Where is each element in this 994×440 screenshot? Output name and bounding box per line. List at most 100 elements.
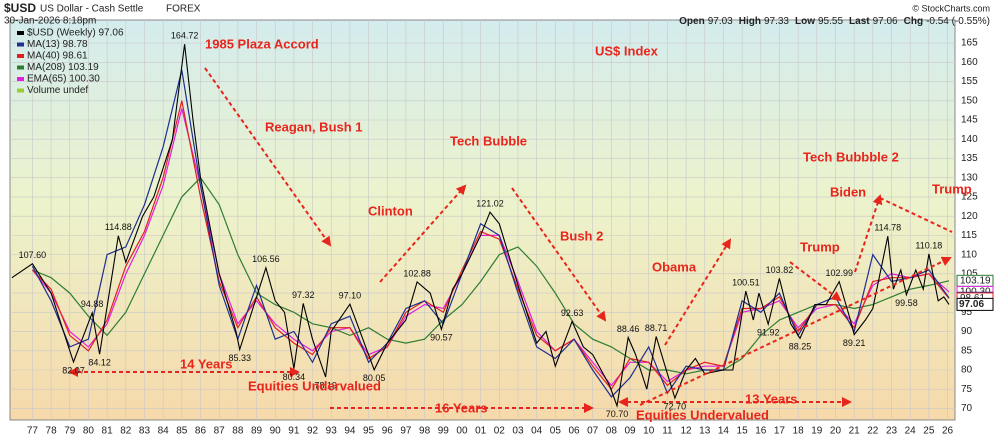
x-tick-label: 90	[270, 426, 282, 437]
x-tick-label: 10	[643, 426, 655, 437]
arrow	[789, 261, 842, 302]
y-tick-label: 105	[961, 268, 978, 279]
point-label: 121.02	[476, 199, 504, 209]
point-label: 100.51	[732, 277, 760, 287]
arrows	[68, 67, 953, 413]
x-tick-label: 23	[886, 426, 898, 437]
plot-area	[9, 19, 956, 421]
quote-value: 97.06	[873, 16, 898, 27]
x-tick-label: 21	[849, 426, 861, 437]
x-tick-label: 19	[811, 426, 823, 437]
y-tick-label: 95	[961, 307, 973, 318]
quote-label: High	[739, 16, 761, 27]
x-tick-label: 94	[344, 426, 356, 437]
point-label: 106.56	[252, 254, 280, 264]
copyright: © StockCharts.com	[912, 3, 990, 13]
x-tick-label: 82	[120, 426, 132, 437]
quote-value: 97.33	[764, 16, 789, 27]
y-tick-label: 140	[961, 134, 978, 145]
point-label: 114.78	[874, 223, 901, 233]
y-tick-label: 145	[961, 115, 978, 126]
y-tick-label: 160	[961, 57, 978, 68]
quote-value: 95.55	[818, 16, 843, 27]
legend-swatch	[17, 77, 24, 81]
annotation: Equities Undervalued	[636, 407, 769, 422]
x-tick-label: 85	[176, 426, 188, 437]
annotation: Tech Bubbble 2	[803, 149, 899, 164]
annotation: Obama	[652, 259, 697, 274]
y-tick-label: 75	[961, 384, 973, 395]
x-tick-label: 06	[568, 426, 580, 437]
arrow	[854, 194, 883, 273]
point-label: 78.19	[314, 380, 337, 390]
x-tick-label: 77	[27, 426, 39, 437]
point-label: 110.18	[915, 240, 942, 250]
x-tick-label: 18	[793, 426, 805, 437]
annotation: Clinton	[368, 203, 413, 218]
arrow	[204, 67, 332, 247]
legend-swatch	[17, 31, 24, 35]
point-label: 102.99	[825, 268, 853, 278]
point-label: 88.46	[617, 324, 640, 334]
annotation: 13 Years	[745, 391, 798, 406]
quote: Open 97.03 High 97.33 Low 95.55 Last 97.06 Chg -0…	[679, 16, 990, 27]
end-tag	[956, 297, 994, 311]
quote-label: Last	[849, 16, 870, 27]
legend-label: $USD (Weekly) 97.06	[27, 28, 124, 39]
x-tick-label: 15	[737, 426, 749, 437]
x-tick-label: 81	[102, 426, 114, 437]
x-tick-label: 05	[550, 426, 562, 437]
ma-line	[31, 100, 950, 391]
x-tick-label: 02	[494, 426, 506, 437]
point-label: 92.63	[561, 308, 584, 318]
quote-label: Low	[795, 16, 815, 27]
quote-text: Open 97.03 High 97.33 Low 95.55 Last 97.06 Chg -0…	[679, 16, 990, 27]
point-label: 88.25	[789, 342, 812, 352]
annotation: Equities Undervalued	[248, 378, 381, 393]
y-tick-label: 115	[961, 230, 977, 241]
legend-swatch	[17, 42, 24, 47]
annotation: Biden	[830, 184, 866, 199]
x-tick-label: 20	[830, 426, 842, 437]
point-label: 102.88	[403, 268, 431, 278]
x-tick-label: 83	[139, 426, 151, 437]
legend-label: MA(40) 98.61	[27, 51, 88, 62]
annotation: Reagan, Bush 1	[265, 119, 363, 134]
point-label: 99.58	[895, 298, 918, 308]
x-tick-label: 88	[232, 426, 244, 437]
y-tick-label: 80	[961, 365, 973, 376]
y-tick-label: 90	[961, 326, 973, 337]
x-tick-label: 17	[774, 426, 786, 437]
legend-swatch	[17, 54, 24, 58]
point-label: 70.70	[606, 409, 629, 419]
x-tick-label: 00	[456, 426, 468, 437]
y-tick-label: 70	[961, 403, 973, 414]
point-label: 89.21	[843, 338, 866, 348]
legend-swatch	[17, 65, 24, 70]
arrow	[511, 187, 607, 322]
legend-swatch	[17, 88, 24, 93]
x-tick-label: 98	[419, 426, 431, 437]
x-tick-label: 95	[363, 426, 375, 437]
annotation: US$ Index	[595, 43, 659, 58]
annotation: 14 Years	[180, 356, 233, 371]
x-tick-label: 01	[475, 426, 487, 437]
y-tick-label: 155	[961, 76, 978, 87]
x-tick-label: 24	[905, 426, 917, 437]
price-line	[11, 44, 950, 408]
end-tag-label: 97.06	[959, 299, 984, 310]
x-tick-label: 78	[46, 426, 58, 437]
point-label: 84.12	[88, 358, 111, 368]
y-tick-label: 135	[961, 153, 978, 164]
x-tick-label: 26	[942, 426, 954, 437]
ma-line	[32, 176, 950, 375]
exchange: FOREX	[166, 4, 201, 15]
arrow	[379, 184, 467, 283]
annotation: 16 Years	[435, 400, 488, 415]
legend-label: MA(208) 103.19	[27, 62, 99, 73]
point-label: 97.32	[292, 290, 315, 300]
x-tick-label: 22	[867, 426, 879, 437]
arrow	[879, 197, 953, 233]
y-tick-label: 165	[961, 38, 978, 49]
